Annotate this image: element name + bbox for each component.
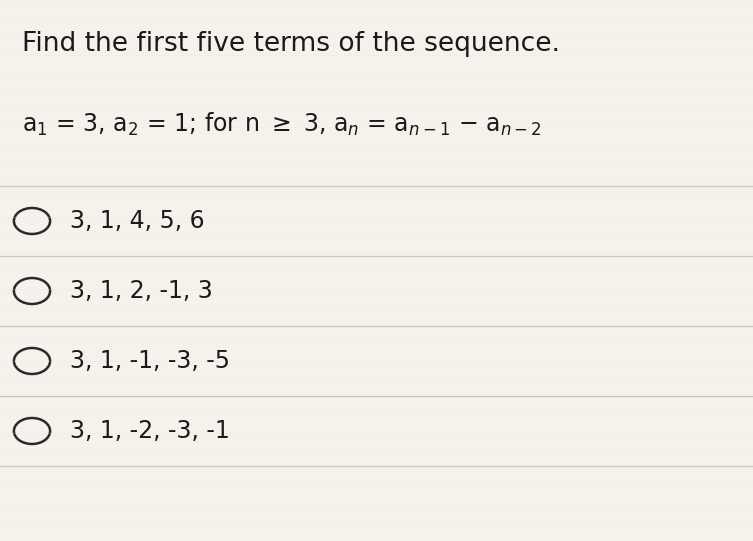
Text: Find the first five terms of the sequence.: Find the first five terms of the sequenc… [22, 31, 560, 57]
Text: 3, 1, -1, -3, -5: 3, 1, -1, -3, -5 [70, 349, 230, 373]
Text: 3, 1, -2, -3, -1: 3, 1, -2, -3, -1 [70, 419, 230, 443]
Text: a$_1$ = 3, a$_2$ = 1; for n $\geq$ 3, a$_n$ = a$_{n-1}$ $-$ a$_{n-2}$: a$_1$ = 3, a$_2$ = 1; for n $\geq$ 3, a$… [22, 111, 541, 138]
Text: 3, 1, 4, 5, 6: 3, 1, 4, 5, 6 [70, 209, 205, 233]
Text: 3, 1, 2, -1, 3: 3, 1, 2, -1, 3 [70, 279, 213, 303]
